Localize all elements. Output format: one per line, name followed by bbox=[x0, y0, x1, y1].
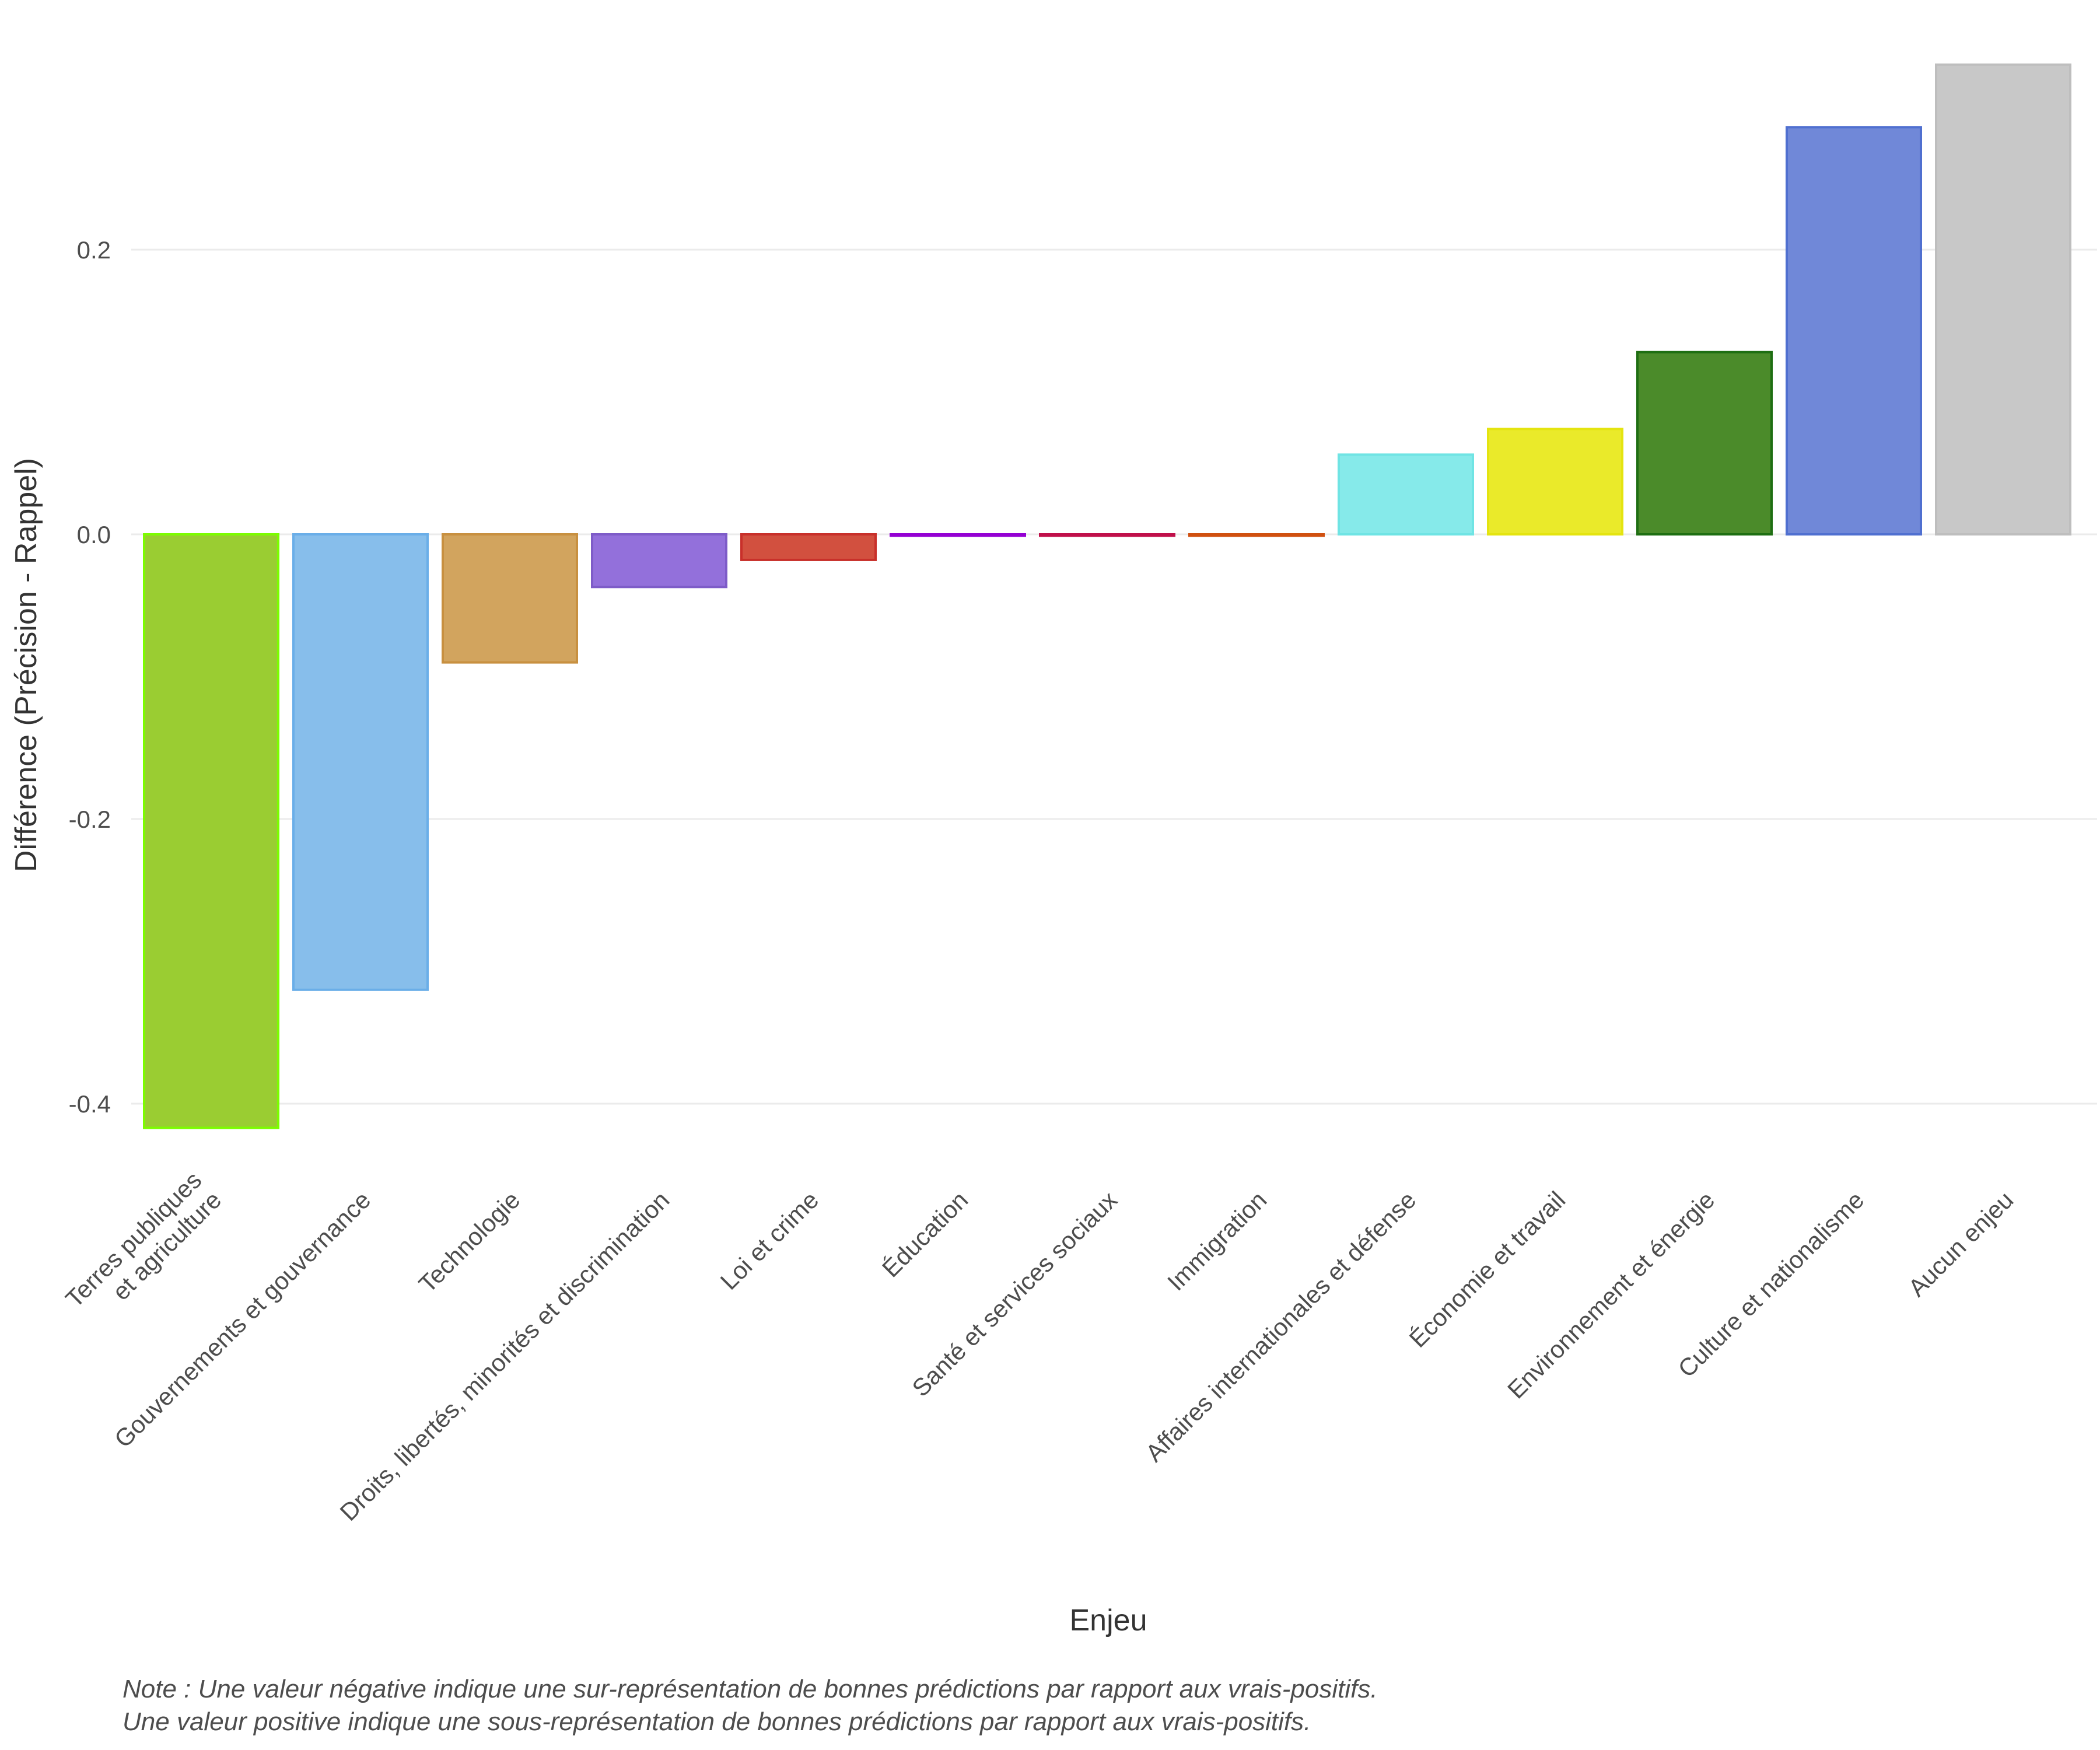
note-line-1: Note : Une valeur négative indique une s… bbox=[123, 1675, 1378, 1703]
bar bbox=[1636, 351, 1773, 536]
bar bbox=[1039, 533, 1175, 537]
bar bbox=[1786, 126, 1922, 536]
bar bbox=[1935, 63, 2071, 536]
x-tick-label: Loi et crime bbox=[715, 1186, 824, 1295]
x-tick-label: Aucun enjeu bbox=[1903, 1186, 2018, 1301]
bar bbox=[1487, 428, 1623, 536]
bars bbox=[143, 63, 2071, 1129]
note-line-2: Une valeur positive indique une sous-rep… bbox=[123, 1707, 1311, 1736]
x-tick-label: Éducation bbox=[877, 1186, 973, 1282]
bar bbox=[591, 533, 727, 589]
y-axis-title: Différence (Précision - Rappel) bbox=[9, 458, 43, 872]
y-axis-ticks: 0.2 0.0 -0.2 -0.4 bbox=[69, 236, 111, 1118]
bar bbox=[1338, 453, 1474, 536]
bar bbox=[1188, 533, 1325, 537]
y-tick-label: -0.4 bbox=[69, 1090, 111, 1118]
x-axis-title: Enjeu bbox=[1070, 1604, 1147, 1637]
bar bbox=[442, 533, 578, 664]
y-tick-label: 0.2 bbox=[77, 236, 111, 264]
y-tick-label: -0.2 bbox=[69, 806, 111, 833]
x-tick-label: Affaires internationales et défense bbox=[1140, 1186, 1422, 1467]
chart-note: Note : Une valeur négative indique une s… bbox=[123, 1673, 1378, 1738]
y-tick-label: 0.0 bbox=[77, 521, 111, 548]
x-tick-label: Immigration bbox=[1162, 1186, 1272, 1296]
x-tick-label: Économie et travail bbox=[1404, 1186, 1571, 1353]
bar bbox=[890, 533, 1026, 537]
x-tick-label: Technologie bbox=[414, 1186, 526, 1298]
bar bbox=[292, 533, 429, 991]
x-tick-label: Droits, libertés, minorités et discrimin… bbox=[335, 1186, 675, 1526]
x-axis-ticks: Terres publiqueset agricultureGouverneme… bbox=[60, 1166, 2018, 1526]
x-tick-label: Terres publiqueset agriculture bbox=[60, 1166, 226, 1332]
bar bbox=[740, 533, 877, 561]
bar bbox=[143, 533, 279, 1129]
